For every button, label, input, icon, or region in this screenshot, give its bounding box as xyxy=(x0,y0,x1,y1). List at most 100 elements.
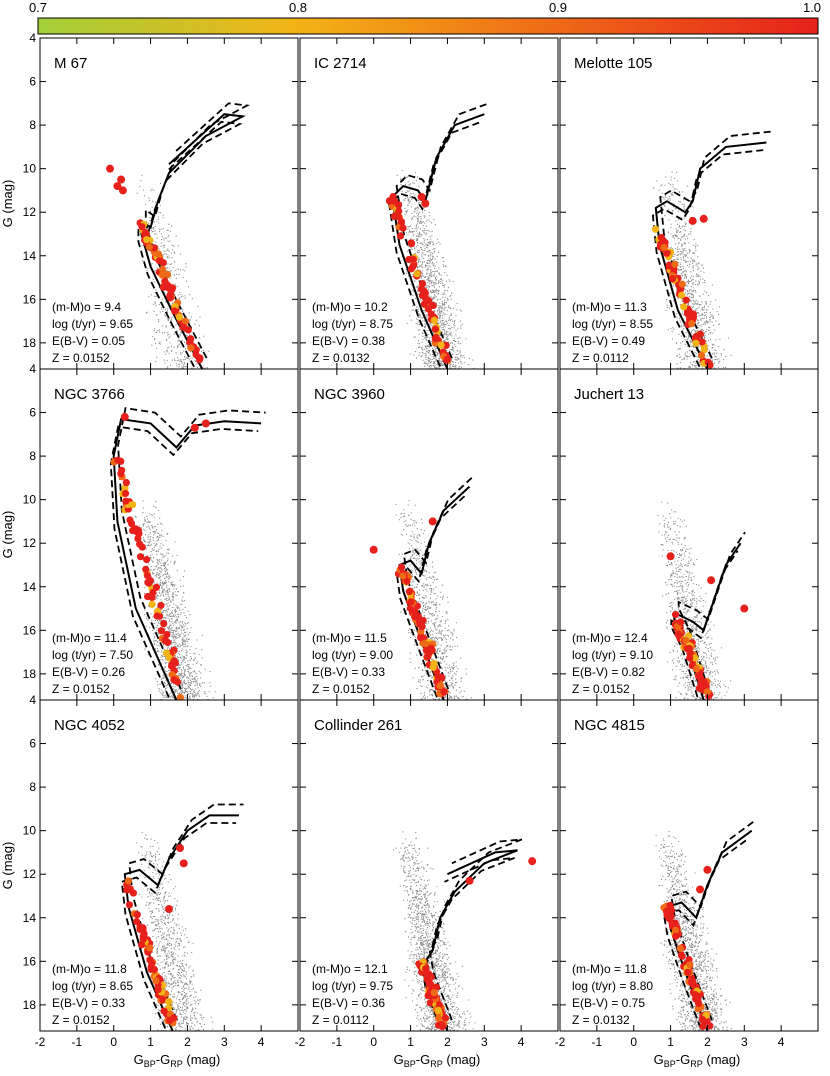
field-star xyxy=(411,216,413,219)
field-star xyxy=(430,336,432,338)
field-star xyxy=(718,358,720,360)
field-star xyxy=(168,250,170,252)
field-star xyxy=(427,345,429,347)
field-star xyxy=(676,188,678,191)
field-star xyxy=(159,517,161,519)
y-tick-label: 8 xyxy=(29,118,36,132)
field-star xyxy=(166,350,168,352)
field-star xyxy=(417,208,419,210)
field-star xyxy=(450,649,453,651)
field-star xyxy=(159,331,161,333)
field-star xyxy=(418,216,420,218)
field-star xyxy=(153,534,155,536)
field-star xyxy=(427,364,429,366)
field-star xyxy=(429,634,431,636)
field-star xyxy=(421,346,423,349)
field-star xyxy=(192,671,194,673)
field-star xyxy=(460,690,463,692)
field-star xyxy=(428,352,430,354)
field-star xyxy=(418,211,421,213)
colorbar-tick-label: 0.8 xyxy=(289,0,307,15)
field-star xyxy=(170,319,172,321)
field-star xyxy=(164,683,166,685)
field-star xyxy=(156,562,158,564)
field-star xyxy=(695,273,698,275)
field-star xyxy=(448,675,450,677)
field-star xyxy=(706,291,708,294)
field-star xyxy=(443,286,445,288)
age-label: log (t/yr) = 8.75 xyxy=(312,317,393,331)
field-star xyxy=(427,268,429,270)
field-star xyxy=(460,366,462,369)
field-star xyxy=(145,625,147,627)
field-star xyxy=(427,670,430,672)
field-star xyxy=(459,351,461,353)
field-star xyxy=(407,541,409,544)
field-star xyxy=(170,263,172,265)
field-star xyxy=(177,245,180,247)
field-star xyxy=(428,329,430,332)
field-star xyxy=(179,333,181,335)
field-star xyxy=(674,188,676,190)
field-star xyxy=(421,256,423,258)
plot-area xyxy=(651,130,771,369)
field-star xyxy=(434,363,436,365)
field-star xyxy=(718,362,720,364)
field-star xyxy=(451,335,453,337)
field-star xyxy=(161,656,164,658)
cluster-name: IC 2714 xyxy=(314,55,367,72)
field-star xyxy=(723,349,725,351)
axis-ticks xyxy=(39,368,298,700)
field-star xyxy=(193,696,196,698)
field-star xyxy=(431,263,433,265)
field-star xyxy=(179,621,181,623)
field-star xyxy=(428,633,430,635)
field-star xyxy=(159,582,161,584)
field-star xyxy=(168,575,170,577)
field-star xyxy=(165,568,167,570)
field-star xyxy=(163,332,166,334)
field-star xyxy=(457,327,459,329)
field-star xyxy=(175,362,177,365)
field-star xyxy=(193,369,194,370)
field-star xyxy=(435,296,437,298)
field-star xyxy=(167,319,169,321)
field-star xyxy=(156,314,158,316)
field-star xyxy=(189,667,192,670)
member-stars xyxy=(106,164,204,364)
field-star xyxy=(439,621,441,623)
field-star xyxy=(674,233,676,236)
field-star xyxy=(175,627,177,629)
field-star xyxy=(158,320,160,322)
field-star xyxy=(434,366,436,369)
field-star xyxy=(418,260,420,262)
field-star xyxy=(172,369,173,370)
field-star xyxy=(694,330,696,332)
field-star xyxy=(690,271,692,273)
field-star xyxy=(448,629,450,631)
field-star xyxy=(151,526,153,528)
field-star xyxy=(679,266,681,268)
field-star xyxy=(464,701,465,702)
field-star xyxy=(410,224,412,226)
field-star xyxy=(678,269,680,271)
field-star xyxy=(182,309,184,311)
field-star xyxy=(157,550,160,552)
field-star xyxy=(427,360,429,362)
member-stars xyxy=(385,192,452,365)
field-star xyxy=(181,644,184,646)
field-star xyxy=(455,636,458,639)
field-star xyxy=(435,278,437,280)
member-star xyxy=(201,419,210,428)
field-stars xyxy=(652,171,732,369)
field-star xyxy=(193,659,195,661)
field-star xyxy=(197,366,199,368)
field-star xyxy=(692,299,694,301)
field-star xyxy=(187,638,190,641)
field-star xyxy=(408,548,410,550)
field-star xyxy=(174,591,176,593)
field-star xyxy=(411,212,413,214)
field-star xyxy=(406,176,408,178)
field-star xyxy=(412,218,414,220)
field-star xyxy=(158,228,160,230)
